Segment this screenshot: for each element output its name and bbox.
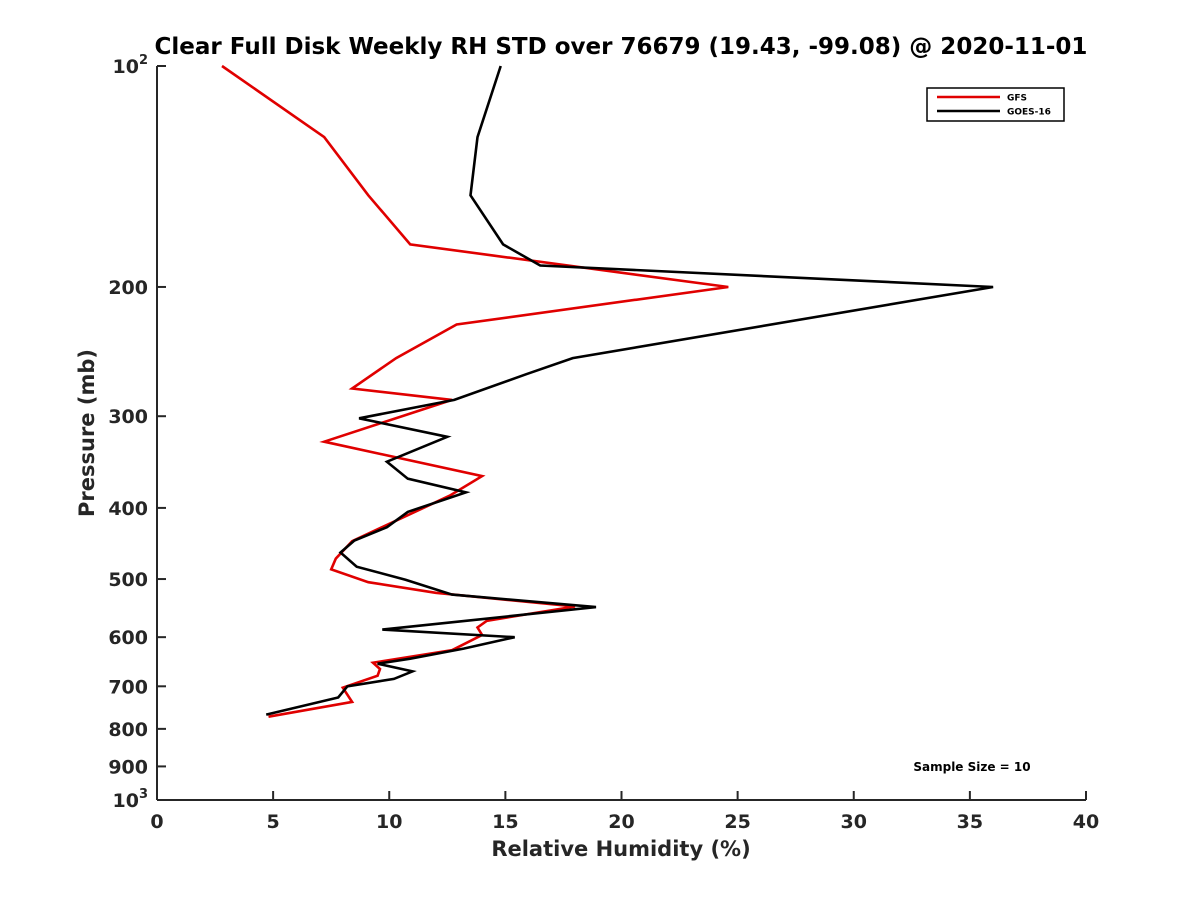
x-tick-label: 20 bbox=[608, 811, 634, 833]
x-axis-label: Relative Humidity (%) bbox=[491, 837, 750, 861]
x-tick-label: 30 bbox=[841, 811, 867, 833]
y-tick-label: 600 bbox=[108, 627, 148, 649]
series-layer bbox=[221, 64, 994, 718]
x-tick-label: 15 bbox=[492, 811, 518, 833]
x-tick-label: 35 bbox=[957, 811, 983, 833]
y-axis-label: Pressure (mb) bbox=[75, 349, 99, 517]
y-tick-label: 300 bbox=[108, 406, 148, 428]
series-line-goes-16 bbox=[265, 65, 994, 716]
axes-layer: 0 5 10 15 20 25 30 35 40 102 200 300 400 500 600 700 800… bbox=[108, 53, 1099, 833]
chart-title: Clear Full Disk Weekly RH STD over 76679… bbox=[155, 34, 1088, 60]
series-line-gfs bbox=[221, 64, 729, 718]
legend-label: GOES-16 bbox=[1007, 108, 1051, 118]
y-tick-label: 700 bbox=[108, 676, 148, 698]
y-tick-label: 400 bbox=[108, 498, 148, 520]
x-tick-label: 40 bbox=[1073, 811, 1099, 833]
x-tick-label: 25 bbox=[724, 811, 750, 833]
x-tick-label: 5 bbox=[267, 811, 280, 833]
y-tick-label: 900 bbox=[108, 756, 148, 778]
sample-size-annotation: Sample Size = 10 bbox=[913, 760, 1030, 774]
y-tick-label: 800 bbox=[108, 719, 148, 741]
x-tick-label: 10 bbox=[376, 811, 402, 833]
legend-label: GFS bbox=[1007, 94, 1027, 104]
legend: GFS GOES-16 bbox=[926, 87, 1065, 122]
y-tick-label: 103 bbox=[113, 787, 149, 812]
y-tick-label: 500 bbox=[108, 569, 148, 591]
y-tick-label: 200 bbox=[108, 277, 148, 299]
x-tick-label: 0 bbox=[150, 811, 163, 833]
legend-box bbox=[926, 87, 1065, 122]
y-tick-label: 102 bbox=[113, 53, 149, 78]
